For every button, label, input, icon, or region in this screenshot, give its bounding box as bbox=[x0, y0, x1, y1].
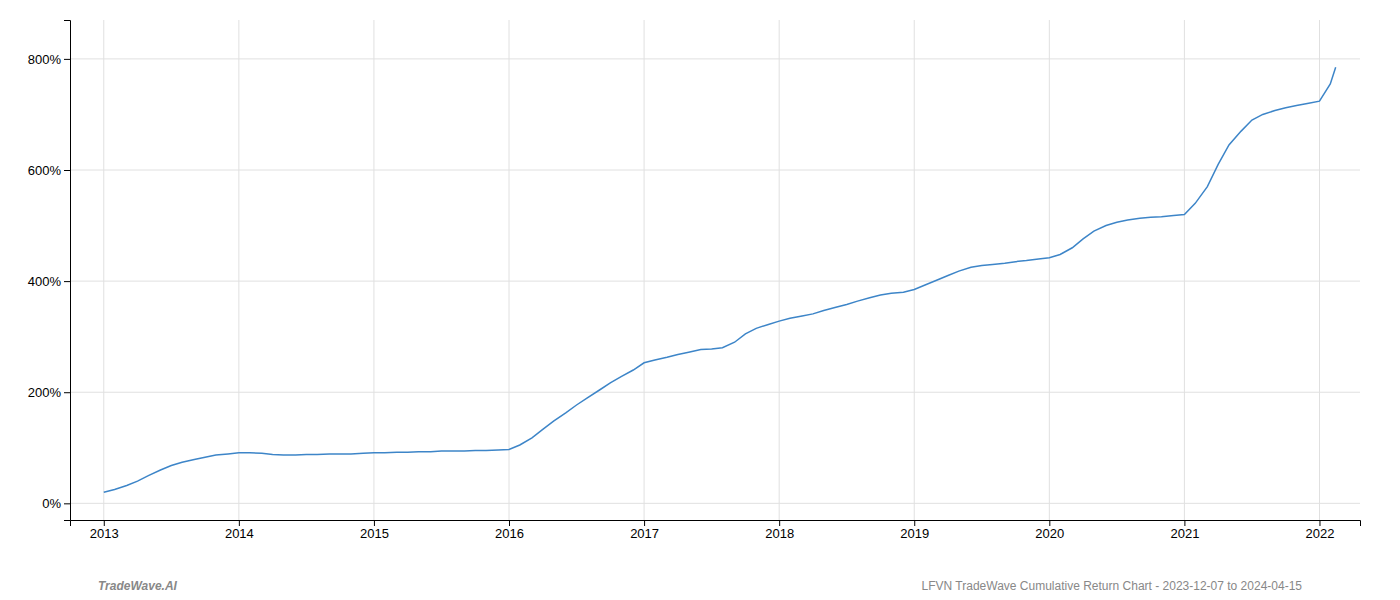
grid bbox=[70, 20, 1360, 520]
x-axis: 2013 2014 2015 2016 2017 2018 2019 2020 2021 2022 bbox=[71, 520, 1361, 541]
grid-line-x bbox=[373, 20, 374, 520]
x-tick-mark bbox=[1184, 520, 1185, 526]
x-tick: 2019 bbox=[900, 520, 929, 541]
plot-area: 2013 2014 2015 2016 2017 2018 2019 2020 2021 2022… bbox=[28, 20, 1361, 541]
y-tick-mark bbox=[64, 392, 70, 393]
y-tick: 600% bbox=[28, 163, 70, 178]
chart: 2013 2014 2015 2016 2017 2018 2019 2020 2021 2022… bbox=[0, 0, 1400, 600]
y-tick: 400% bbox=[28, 274, 70, 289]
x-tick: 2018 bbox=[765, 520, 794, 541]
y-tick: 200% bbox=[28, 385, 70, 400]
x-tick: 2013 bbox=[90, 520, 119, 541]
x-tick: 2017 bbox=[630, 520, 659, 541]
x-tick-mark bbox=[914, 520, 915, 526]
x-tick: 2014 bbox=[225, 520, 254, 541]
x-tick-label: 2017 bbox=[630, 526, 659, 541]
y-tick: 0% bbox=[42, 496, 70, 511]
x-tick-label: 2020 bbox=[1035, 526, 1064, 541]
x-tick-label: 2015 bbox=[360, 526, 389, 541]
y-tick: 800% bbox=[28, 52, 70, 67]
grid-line-y bbox=[70, 170, 1360, 171]
grid-line-x bbox=[509, 20, 510, 520]
x-tick-label: 2013 bbox=[90, 526, 119, 541]
grid-line-x bbox=[238, 20, 239, 520]
grid-line-x bbox=[644, 20, 645, 520]
grid-line-y bbox=[70, 503, 1360, 504]
y-tick-mark bbox=[64, 281, 70, 282]
y-tick-label: 200% bbox=[28, 385, 62, 400]
y-tick-label: 400% bbox=[28, 274, 62, 289]
grid-line-y bbox=[70, 58, 1360, 59]
x-tick-mark bbox=[1049, 520, 1050, 526]
y-tick-mark bbox=[64, 503, 70, 504]
x-tick-mark bbox=[239, 520, 240, 526]
y-tick-mark bbox=[64, 170, 70, 171]
y-axis-line bbox=[64, 21, 71, 521]
x-axis-line bbox=[71, 521, 1361, 527]
x-tick: 2021 bbox=[1170, 520, 1199, 541]
y-tick-mark bbox=[64, 59, 70, 60]
line bbox=[104, 67, 1336, 492]
x-tick-label: 2022 bbox=[1306, 526, 1335, 541]
y-tick-label: 600% bbox=[28, 163, 62, 178]
x-tick-mark bbox=[374, 520, 375, 526]
grid-line-x bbox=[1319, 20, 1320, 520]
x-tick-label: 2016 bbox=[495, 526, 524, 541]
y-tick-label: 0% bbox=[42, 496, 61, 511]
x-tick: 2020 bbox=[1035, 520, 1064, 541]
x-tick-mark bbox=[1319, 520, 1320, 526]
x-tick: 2022 bbox=[1306, 520, 1335, 541]
x-tick: 2016 bbox=[495, 520, 524, 541]
grid-line-y bbox=[70, 392, 1360, 393]
annotation: TradeWave.AI bbox=[98, 579, 178, 593]
grid-line-x bbox=[1184, 20, 1185, 520]
series bbox=[104, 67, 1336, 492]
grid-line-x bbox=[103, 20, 104, 520]
x-tick: 2015 bbox=[360, 520, 389, 541]
x-tick-mark bbox=[779, 520, 780, 526]
x-tick-mark bbox=[509, 520, 510, 526]
grid-line-x bbox=[914, 20, 915, 520]
y-axis: 0% 200% 400% 600% 800% bbox=[28, 21, 71, 521]
x-tick-mark bbox=[644, 520, 645, 526]
x-tick-label: 2019 bbox=[900, 526, 929, 541]
x-tick-label: 2014 bbox=[225, 526, 254, 541]
x-tick-mark bbox=[104, 520, 105, 526]
y-tick-label: 800% bbox=[28, 52, 62, 67]
annotation: LFVN TradeWave Cumulative Return Chart -… bbox=[922, 579, 1303, 593]
x-tick-label: 2018 bbox=[765, 526, 794, 541]
grid-line-x bbox=[779, 20, 780, 520]
grid-line-y bbox=[70, 281, 1360, 282]
x-tick-label: 2021 bbox=[1170, 526, 1199, 541]
grid-line-x bbox=[1049, 20, 1050, 520]
